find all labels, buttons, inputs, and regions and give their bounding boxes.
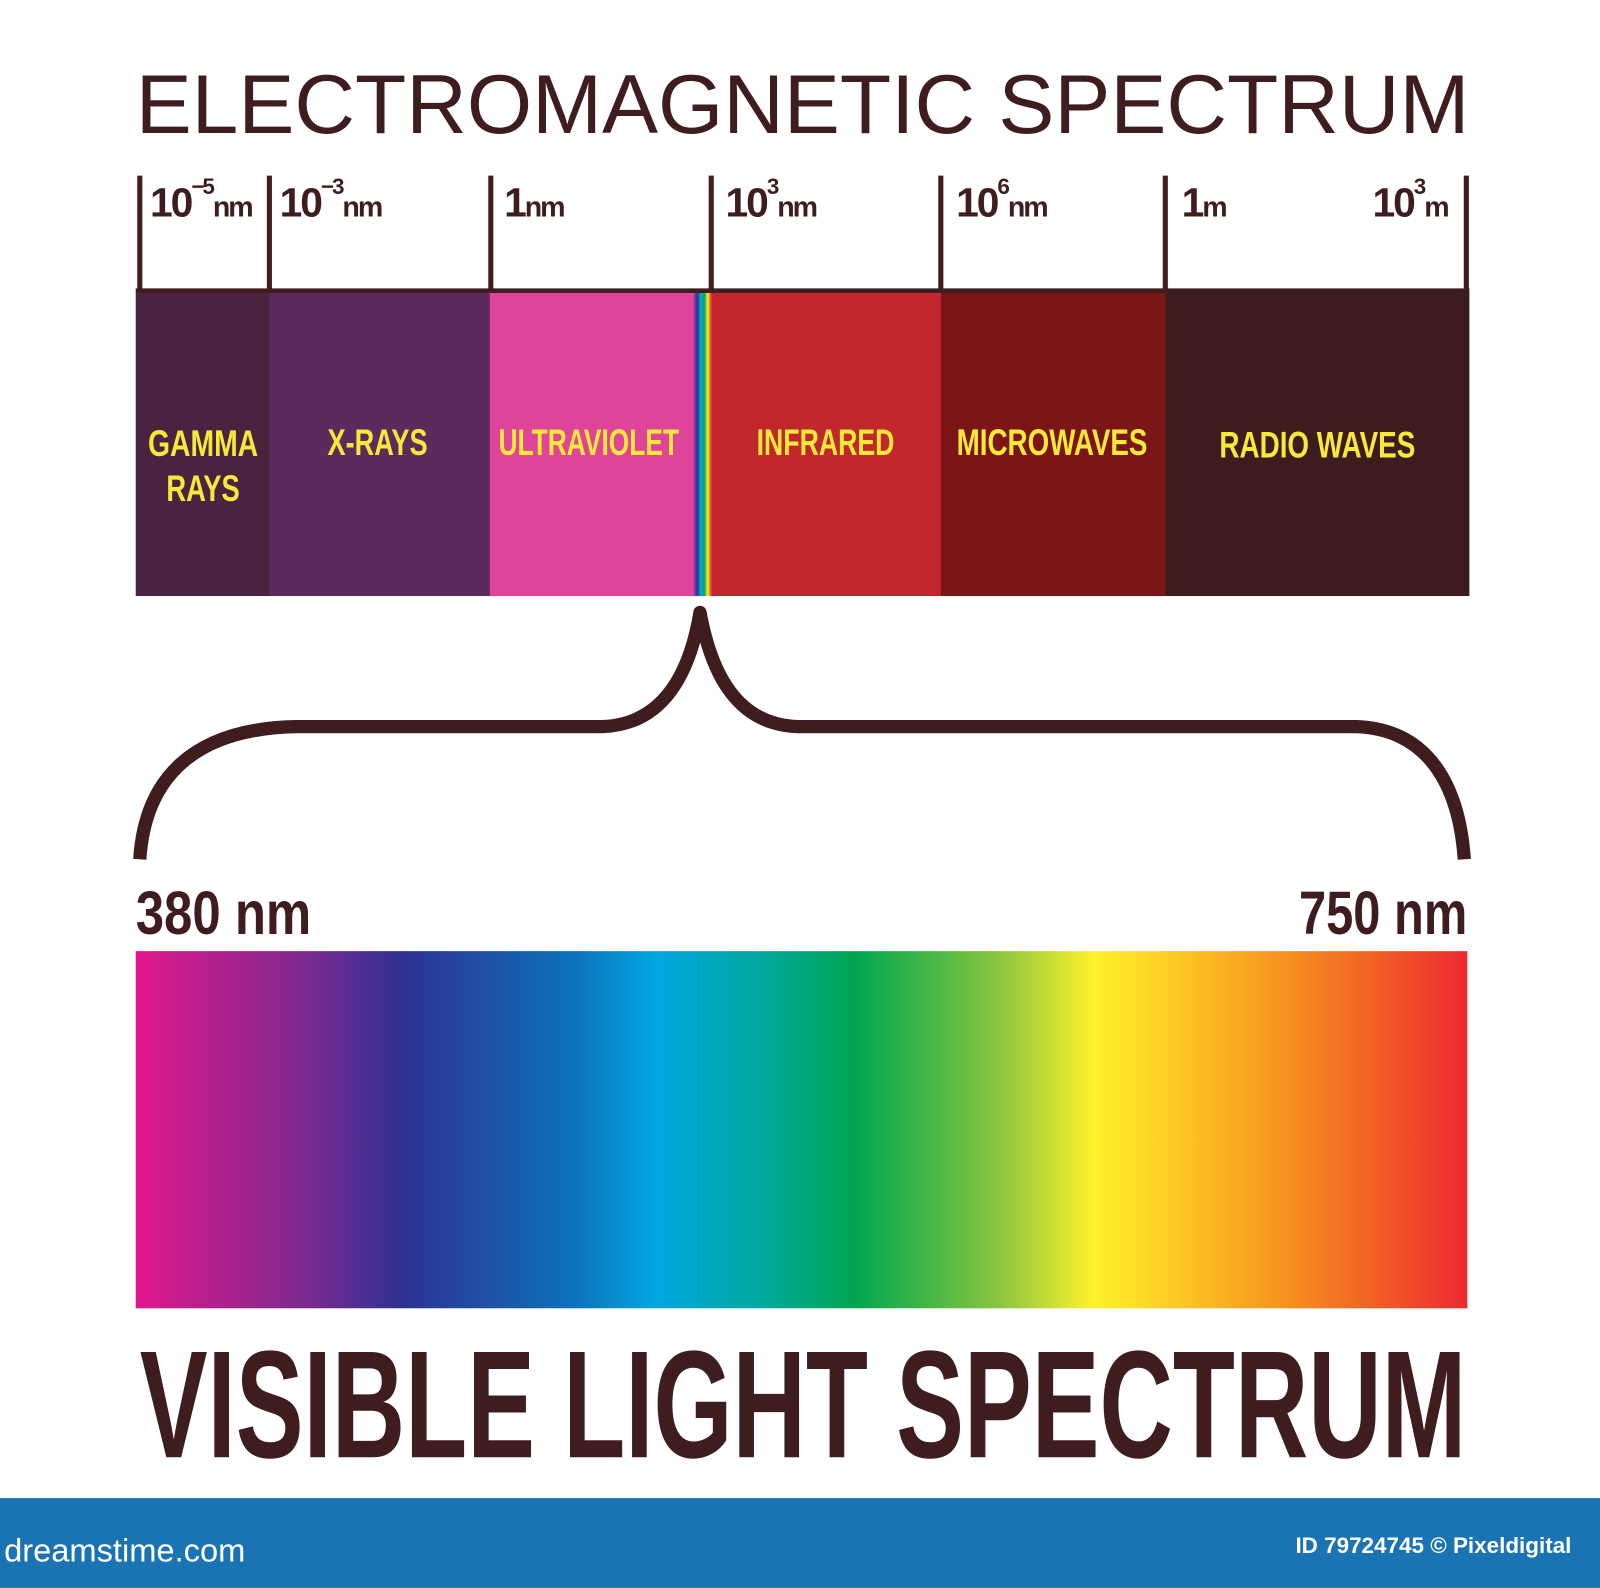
unit: nm <box>777 191 816 223</box>
exp: −5 <box>191 174 214 199</box>
scale-label: 106nm <box>956 174 1047 225</box>
base: 10 <box>280 179 323 225</box>
scale: 10−5nm 10−3nm 1nm 103nm 106nm 1m 103m <box>135 174 1470 294</box>
footer-site: dreamstime.com <box>4 1531 245 1568</box>
band-label: ULTRAVIOLET <box>498 422 679 463</box>
band <box>489 292 695 597</box>
footer-credit: ID 79724745 © Pixeldigital <box>1295 1533 1571 1558</box>
scale-label: 10−5nm <box>150 174 252 225</box>
unit: m <box>1424 191 1448 223</box>
footer <box>0 1498 1600 1588</box>
band <box>1165 292 1470 597</box>
bands: GAMMA RAYS X-RAYS ULTRAVIOLET INFRARED M… <box>135 292 1470 597</box>
base: 1 <box>504 179 526 225</box>
scale-label: 103m <box>1372 174 1448 225</box>
base: 10 <box>956 179 999 225</box>
band-label: INFRARED <box>757 422 895 463</box>
unit: nm <box>1008 191 1047 223</box>
band-label: RADIO WAVES <box>1219 424 1415 465</box>
band <box>135 292 271 597</box>
band-label: RAYS <box>166 468 239 509</box>
scale-label: 103nm <box>726 174 817 225</box>
visible-spectrum <box>135 951 1468 1309</box>
unit: m <box>1202 191 1226 223</box>
band <box>940 292 1167 597</box>
range-min: 380 nm <box>136 879 312 947</box>
band-label: X-RAYS <box>328 422 428 463</box>
brace <box>133 605 1471 860</box>
scale-label: 10−3nm <box>280 174 382 225</box>
visible-strip <box>693 292 712 597</box>
band-label: GAMMA <box>148 423 258 464</box>
unit: nm <box>525 191 564 223</box>
scale-label: 1m <box>1182 179 1227 225</box>
base: 10 <box>1372 179 1415 225</box>
base: 10 <box>726 179 769 225</box>
range-max: 750 nm <box>1299 879 1467 947</box>
band <box>269 292 491 597</box>
scale-label: 1nm <box>504 179 564 225</box>
band-label: MICROWAVES <box>957 422 1148 463</box>
unit: nm <box>213 191 252 223</box>
base: 10 <box>150 179 193 225</box>
band <box>711 292 942 597</box>
base: 1 <box>1182 179 1204 225</box>
title: ELECTROMAGNETIC SPECTRUM <box>136 57 1470 151</box>
exp: −3 <box>321 174 344 199</box>
unit: nm <box>342 191 381 223</box>
visible-title: VISIBLE LIGHT SPECTRUM <box>140 1319 1467 1490</box>
